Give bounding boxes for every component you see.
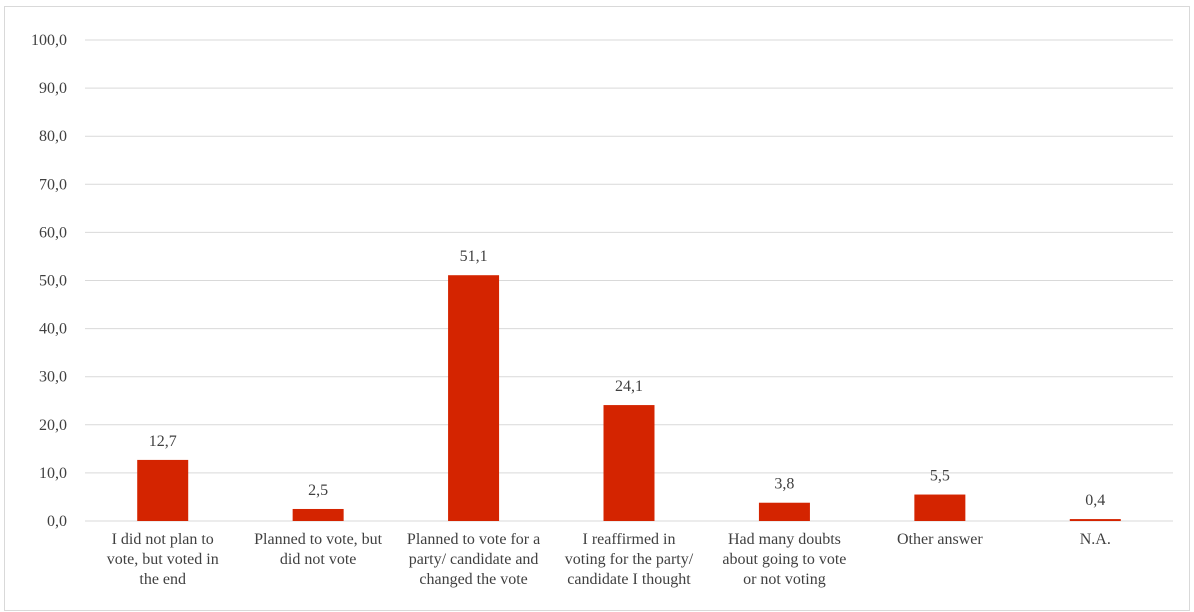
category-label-line: party/ candidate and — [409, 551, 539, 568]
bar — [758, 502, 810, 521]
data-label: 24,1 — [615, 378, 643, 395]
category-label-line: vote, but voted in — [107, 551, 219, 568]
bar — [1069, 519, 1121, 521]
y-tick-label: 40,0 — [39, 321, 67, 338]
data-label: 5,5 — [930, 468, 950, 485]
bar-chart: 0,0 10,0 20,0 30,0 40,0 50,0 60,0 70,0 80,0 90,0 1… — [31, 32, 1173, 588]
y-tick-label: 10,0 — [39, 465, 67, 482]
data-label: 0,4 — [1085, 492, 1105, 509]
bar — [448, 275, 500, 521]
y-tick-label: 90,0 — [39, 80, 67, 97]
data-label: 51,1 — [460, 248, 488, 265]
category-label: Planned to vote, but did not vote — [254, 531, 383, 568]
category-label-line: Planned to vote, but — [254, 531, 383, 548]
category-label-line: I reaffirmed in — [583, 531, 676, 548]
y-tick-label: 60,0 — [39, 224, 67, 241]
category-label: Had many doubts about going to vote or not… — [722, 531, 846, 588]
category-label-line: changed the vote — [419, 571, 527, 588]
category-label-line: the end — [139, 571, 186, 588]
category-label-line: Other answer — [897, 531, 983, 548]
category-label-line: Planned to vote for a — [407, 531, 540, 548]
category-label-line: about going to vote — [722, 551, 846, 568]
data-labels: 12,7 2,5 51,1 24,1 3,8 5,5 0,4 — [149, 248, 1106, 509]
category-label: I reaffirmed in voting for the party/cand… — [565, 531, 694, 588]
category-label: Planned to vote for a party/ candidate an… — [407, 531, 540, 588]
bar — [137, 459, 189, 521]
category-label-line: or not voting — [743, 571, 826, 588]
category-label: I did not plan to vote, but voted in the e… — [107, 531, 219, 588]
category-label: Other answer — [897, 531, 983, 548]
bar — [914, 494, 966, 521]
category-label: N.A. — [1080, 531, 1111, 548]
y-tick-label: 100,0 — [31, 32, 67, 49]
data-label: 12,7 — [149, 433, 177, 450]
bars — [137, 275, 1121, 521]
category-label-line: did not vote — [280, 551, 356, 568]
category-label-line: candidate I thought — [567, 571, 691, 588]
category-label-line: N.A. — [1080, 531, 1111, 548]
category-label-line: voting for the party/ — [565, 551, 694, 568]
bar — [603, 405, 655, 521]
y-tick-label: 0,0 — [47, 513, 67, 530]
y-tick-label: 70,0 — [39, 176, 67, 193]
y-tick-label: 50,0 — [39, 273, 67, 290]
chart-frame: 0,0 10,0 20,0 30,0 40,0 50,0 60,0 70,0 80,0 90,0 1… — [4, 6, 1190, 611]
bar — [292, 508, 344, 521]
category-label-line: I did not plan to — [112, 531, 214, 548]
gridlines — [85, 39, 1173, 522]
data-label: 2,5 — [308, 482, 328, 499]
y-tick-label: 20,0 — [39, 417, 67, 434]
category-label-line: Had many doubts — [728, 531, 841, 548]
category-labels: I did not plan to vote, but voted in the e… — [107, 531, 1111, 588]
y-axis-tick-labels: 0,0 10,0 20,0 30,0 40,0 50,0 60,0 70,0 80,0 90,0 1… — [31, 32, 67, 530]
y-tick-label: 30,0 — [39, 369, 67, 386]
y-tick-label: 80,0 — [39, 128, 67, 145]
data-label: 3,8 — [774, 476, 794, 493]
